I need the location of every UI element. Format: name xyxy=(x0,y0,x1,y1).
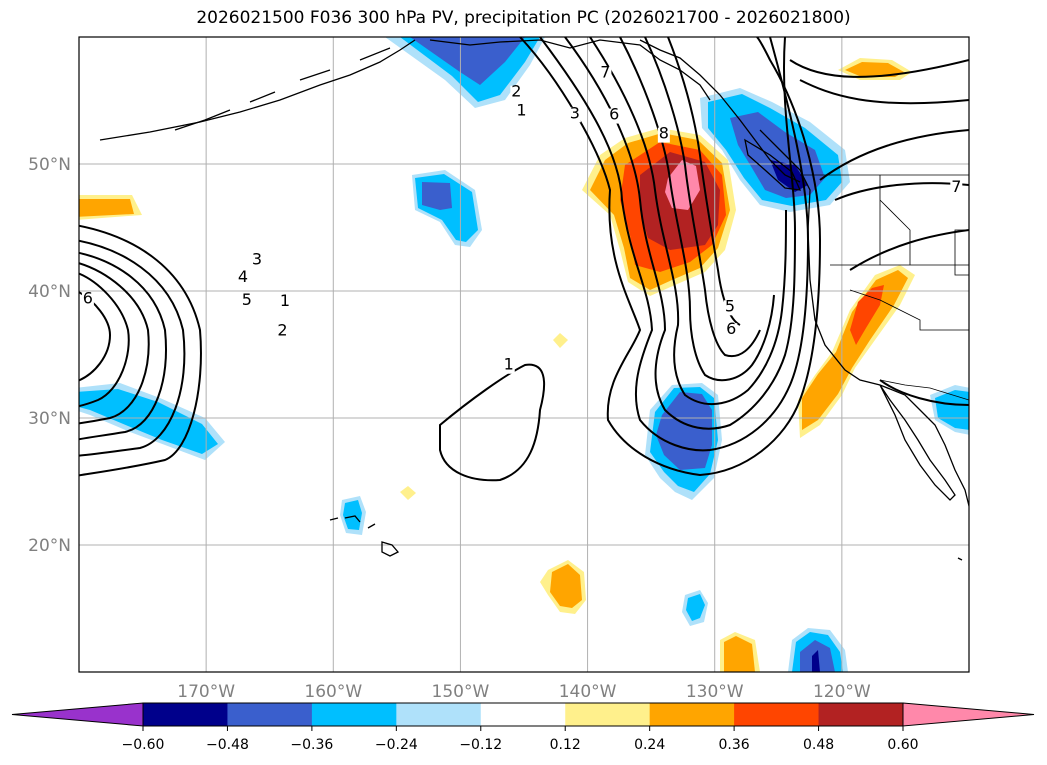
colorbar-segment xyxy=(143,703,228,726)
colorbar-tick-label: 0.36 xyxy=(719,737,750,753)
colorbar-segment xyxy=(311,703,397,726)
contour-label-bg xyxy=(723,300,736,316)
colorbar-segment xyxy=(734,703,820,726)
lon-tick-label: 150°W xyxy=(432,682,490,702)
gridlines xyxy=(79,37,969,672)
colorbar-tick-label: −0.48 xyxy=(206,737,249,753)
contour-label-bg xyxy=(276,324,289,340)
colorbar-tick-label: 0.60 xyxy=(887,737,918,753)
colorbar-tick-label: −0.60 xyxy=(122,737,165,753)
contour-label-bg xyxy=(502,358,515,374)
colorbar-segment xyxy=(396,703,482,726)
colorbar-tick-label: −0.12 xyxy=(459,737,502,753)
contour-label: 7 xyxy=(600,63,610,82)
contour-label: 4 xyxy=(238,267,248,286)
contour-label: 6 xyxy=(726,319,736,338)
contour-label: 8 xyxy=(659,124,669,143)
contour-label-bg xyxy=(510,85,523,101)
contour-label-bg xyxy=(81,292,94,308)
lat-tick-label: 20°N xyxy=(28,536,71,556)
lon-tick-label: 170°W xyxy=(177,682,235,702)
contour-label: 6 xyxy=(609,105,619,124)
colorbar-extend-max xyxy=(902,702,1035,727)
contour-label-bg xyxy=(251,253,263,269)
contour-label-bg xyxy=(657,127,670,143)
lon-tick-label: 160°W xyxy=(304,682,362,702)
lon-tick-label: 120°W xyxy=(813,682,871,702)
map-title: 2026021500 F036 300 hPa PV, precipitatio… xyxy=(196,8,851,28)
precipitation-shading xyxy=(79,37,969,672)
colorbar-extend-min xyxy=(11,702,144,727)
contour-label-bg xyxy=(237,271,250,287)
colorbar-tick-label: 0.24 xyxy=(634,737,665,753)
contour-label-bg xyxy=(725,323,738,339)
colorbar-segment xyxy=(565,703,651,726)
contour-label: 1 xyxy=(504,355,514,374)
coastlines xyxy=(99,39,969,561)
contour-label-bg xyxy=(568,107,581,123)
colorbar-segment xyxy=(227,703,313,726)
contour-label-bg xyxy=(950,180,963,196)
contour-label-bg xyxy=(240,293,253,309)
contour-label: 1 xyxy=(280,291,290,310)
lat-tick-label: 30°N xyxy=(28,409,71,429)
lat-tick-label: 40°N xyxy=(28,282,71,302)
contour-label: 5 xyxy=(725,296,735,315)
colorbar-outline xyxy=(142,702,904,727)
contour-label: 2 xyxy=(511,82,521,101)
colorbar: −0.60 −0.48 −0.36 −0.24 −0.12 0.12 0.24 0.36 0.4… xyxy=(11,702,1035,753)
contour-label: 7 xyxy=(951,177,961,196)
colorbar-tick-label: −0.24 xyxy=(375,737,418,753)
contour-label: 3 xyxy=(570,103,580,122)
colorbar-segment xyxy=(818,703,904,726)
lon-tick-label: 140°W xyxy=(559,682,617,702)
latitude-labels: 20°N 30°N 40°N 50°N xyxy=(28,155,71,556)
contour-label: 6 xyxy=(83,289,93,308)
contour-label-bg xyxy=(515,104,528,120)
colorbar-tick-label: 0.12 xyxy=(550,737,581,753)
colorbar-tick-label: 0.48 xyxy=(803,737,834,753)
colorbar-segment xyxy=(649,703,735,726)
lat-tick-label: 50°N xyxy=(28,155,71,175)
longitude-labels: 170°W 160°W 150°W 140°W 130°W 120°W xyxy=(177,682,871,702)
colorbar-segment xyxy=(480,703,566,726)
map-frame xyxy=(78,36,970,673)
contour-label: 1 xyxy=(516,101,526,120)
contour-label-bg xyxy=(599,66,612,82)
lon-tick-label: 130°W xyxy=(686,682,744,702)
contour-label-bg xyxy=(608,108,621,124)
contour-label-bg xyxy=(278,295,291,311)
colorbar-tick-label: −0.36 xyxy=(290,737,333,753)
contour-label: 3 xyxy=(252,249,262,268)
contour-label: 5 xyxy=(242,290,252,309)
contour-label: 2 xyxy=(277,320,287,339)
